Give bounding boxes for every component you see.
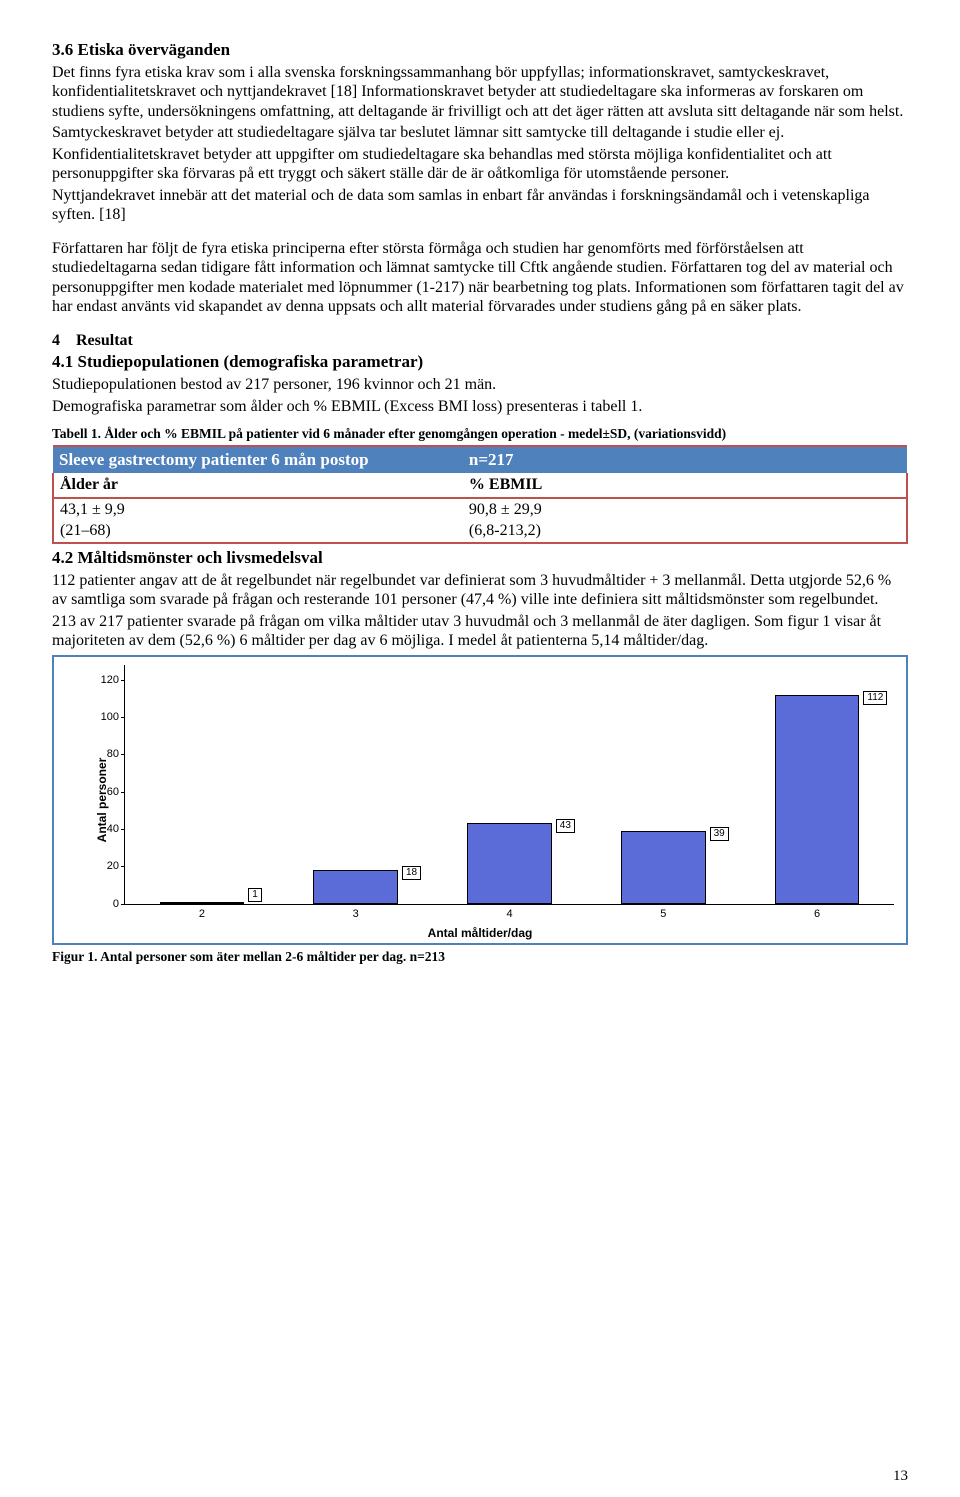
figure-1-chart: Antal personer Antal måltider/dag 020406… xyxy=(52,655,908,945)
chart-y-tick-label: 120 xyxy=(91,674,119,687)
table-cell: Ålder år xyxy=(53,473,463,498)
table-cell: 43,1 ± 9,9 xyxy=(53,498,463,521)
chart-bar-value: 1 xyxy=(248,888,262,902)
chart-y-tick-label: 20 xyxy=(91,860,119,873)
paragraph: Det finns fyra etiska krav som i alla sv… xyxy=(52,63,908,122)
paragraph: Författaren har följt de fyra etiska pri… xyxy=(52,239,908,317)
table-cell: 90,8 ± 29,9 xyxy=(463,498,907,521)
chart-y-tick-mark xyxy=(121,754,125,755)
table-cell: (21–68) xyxy=(53,520,463,543)
chart-y-tick-label: 0 xyxy=(91,898,119,911)
chart-y-tick-label: 100 xyxy=(91,711,119,724)
table-cell: (6,8-213,2) xyxy=(463,520,907,543)
paragraph: 112 patienter angav att de åt regelbunde… xyxy=(52,571,908,610)
chart-bar xyxy=(313,870,398,904)
table-row: (21–68) (6,8-213,2) xyxy=(53,520,907,543)
chart-y-tick-mark xyxy=(121,829,125,830)
chart-bar xyxy=(160,902,245,904)
paragraph: 213 av 217 patienter svarade på frågan o… xyxy=(52,612,908,651)
chart-y-tick-mark xyxy=(121,717,125,718)
chart-x-tick-label: 3 xyxy=(353,908,359,921)
table-cell: % EBMIL xyxy=(463,473,907,498)
table-header-cell: n=217 xyxy=(463,446,907,474)
table-row: Ålder år % EBMIL xyxy=(53,473,907,498)
table-row: 43,1 ± 9,9 90,8 ± 29,9 xyxy=(53,498,907,521)
chart-y-tick-mark xyxy=(121,792,125,793)
paragraph: Samtyckeskravet betyder att studiedeltag… xyxy=(52,123,908,143)
section-heading-3-6: 3.6 Etiska överväganden xyxy=(52,40,908,61)
section-number-4: 4 xyxy=(52,332,60,349)
chart-x-axis-label: Antal måltider/dag xyxy=(428,926,533,941)
chart-x-tick-label: 4 xyxy=(506,908,512,921)
paragraph: Konfidentialitetskravet betyder att uppg… xyxy=(52,145,908,184)
figure-caption-1: Figur 1. Antal personer som äter mellan … xyxy=(52,949,908,965)
chart-y-tick-label: 80 xyxy=(91,748,119,761)
chart-x-tick-label: 6 xyxy=(814,908,820,921)
chart-y-tick-mark xyxy=(121,866,125,867)
chart-x-tick-label: 2 xyxy=(199,908,205,921)
chart-bar xyxy=(621,831,706,904)
chart-y-tick-label: 40 xyxy=(91,823,119,836)
chart-bar-value: 39 xyxy=(710,827,729,841)
chart-y-tick-label: 60 xyxy=(91,786,119,799)
page-number: 13 xyxy=(893,1467,908,1485)
chart-bar xyxy=(467,823,552,903)
chart-bar xyxy=(775,695,860,904)
table-header-row: Sleeve gastrectomy patienter 6 mån posto… xyxy=(53,446,907,474)
chart-bar-value: 18 xyxy=(402,866,421,880)
paragraph: Nyttjandekravet innebär att det material… xyxy=(52,186,908,225)
chart-bar-value: 112 xyxy=(863,691,887,705)
paragraph: Studiepopulationen bestod av 217 persone… xyxy=(52,375,908,395)
table-header-cell: Sleeve gastrectomy patienter 6 mån posto… xyxy=(53,446,463,474)
chart-y-tick-mark xyxy=(121,904,125,905)
section-heading-4-1: 4.1 Studiepopulationen (demografiska par… xyxy=(52,352,908,373)
chart-y-tick-mark xyxy=(121,680,125,681)
section-title-4: Resultat xyxy=(76,332,133,349)
section-heading-4-2: 4.2 Måltidsmönster och livsmedelsval xyxy=(52,548,908,569)
table-1: Sleeve gastrectomy patienter 6 mån posto… xyxy=(52,445,908,544)
chart-x-tick-label: 5 xyxy=(660,908,666,921)
table-caption-1: Tabell 1. Ålder och % EBMIL på patienter… xyxy=(52,426,908,442)
paragraph: Demografiska parametrar som ålder och % … xyxy=(52,397,908,417)
chart-bar-value: 43 xyxy=(556,819,575,833)
chart-plot-area: 020406080100120121834343951126 xyxy=(124,665,894,905)
